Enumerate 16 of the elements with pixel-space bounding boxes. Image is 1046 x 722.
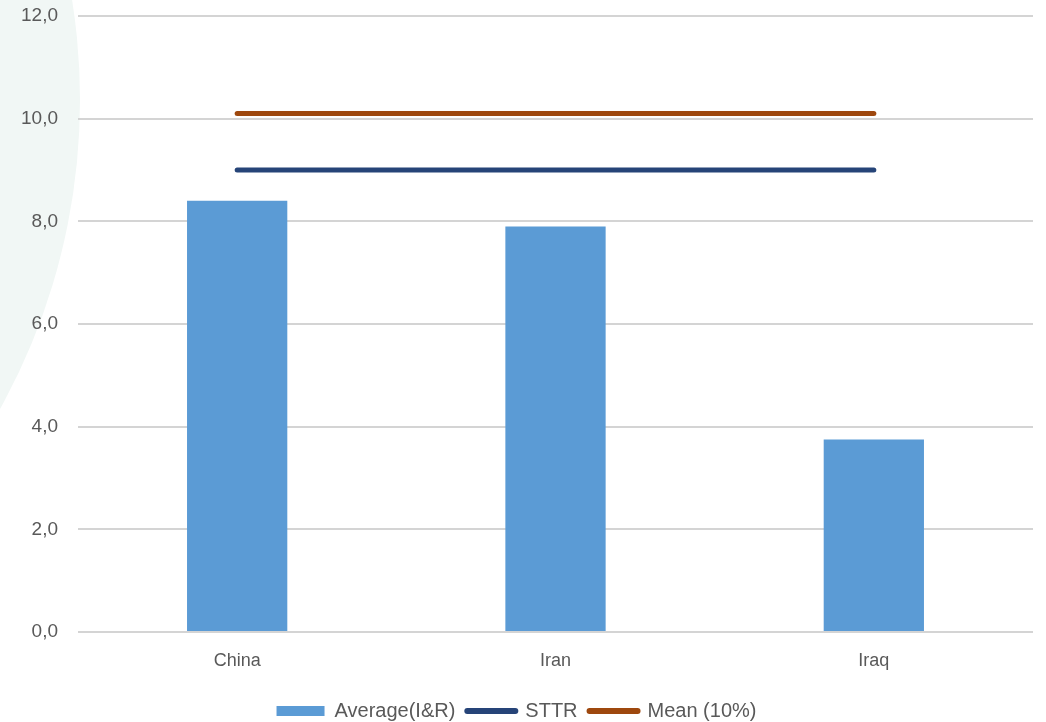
legend-label: STTR [525, 698, 578, 721]
y-tick-label: 6,0 [31, 312, 58, 334]
legend-label: Average(I&R) [334, 698, 456, 721]
y-tick-label: 8,0 [31, 209, 58, 231]
x-tick-label: Iran [539, 649, 572, 670]
y-tick-label: 0,0 [31, 620, 58, 642]
bar [187, 200, 288, 631]
y-tick-label: 4,0 [31, 414, 58, 436]
x-tick-label: Iraq [858, 649, 890, 670]
bar [505, 226, 606, 631]
y-tick-label: 12,0 [21, 4, 58, 26]
legend-label: Mean (10%) [647, 698, 757, 721]
bar [823, 439, 924, 631]
y-tick-label: 2,0 [31, 517, 58, 539]
x-tick-label: China [213, 649, 262, 670]
y-tick-label: 10,0 [21, 106, 58, 128]
